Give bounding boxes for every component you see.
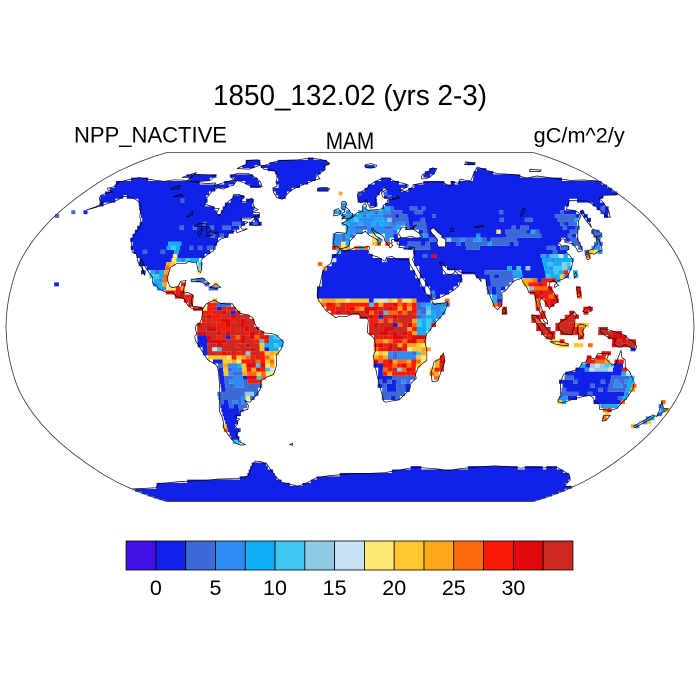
svg-text:1850_132.02 (yrs 2-3): 1850_132.02 (yrs 2-3) [213, 80, 487, 112]
svg-text:10: 10 [263, 576, 287, 600]
svg-text:15: 15 [323, 576, 347, 600]
svg-text:25: 25 [442, 576, 466, 600]
svg-text:0: 0 [150, 576, 162, 600]
svg-text:30: 30 [501, 576, 525, 600]
svg-text:5: 5 [210, 576, 222, 600]
svg-text:20: 20 [382, 576, 406, 600]
svg-text:gC/m^2/y: gC/m^2/y [534, 124, 625, 148]
svg-text:MAM: MAM [326, 128, 375, 155]
svg-text:NPP_NACTIVE: NPP_NACTIVE [74, 123, 227, 148]
